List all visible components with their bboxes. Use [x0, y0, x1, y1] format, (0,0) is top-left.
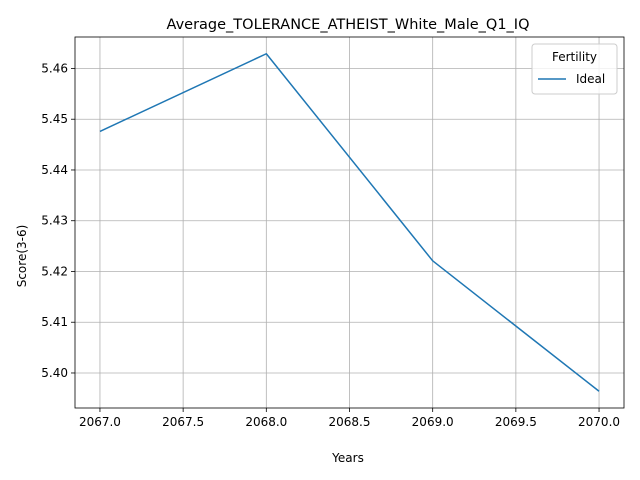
chart-title: Average_TOLERANCE_ATHEIST_White_Male_Q1_… — [167, 17, 530, 33]
ticks: 2067.0 2067.5 2068.0 2068.5 2069.0 2069.5 2070… — [41, 61, 620, 429]
y-tick-label: 5.43 — [41, 214, 68, 228]
y-tick-label: 5.42 — [41, 264, 68, 278]
y-tick-label: 5.45 — [41, 112, 68, 126]
series-line-ideal — [99, 53, 600, 392]
y-tick-label: 5.46 — [41, 61, 68, 75]
x-tick-label: 2068.5 — [329, 415, 371, 429]
x-tick-label: 2067.0 — [79, 415, 121, 429]
legend: Fertility Ideal — [531, 43, 618, 95]
x-tick-label: 2068.0 — [245, 415, 287, 429]
x-tick-label: 2069.0 — [412, 415, 454, 429]
grid — [75, 37, 624, 408]
y-tick-label: 5.41 — [41, 315, 68, 329]
x-tick-label: 2069.5 — [495, 415, 537, 429]
legend-label-ideal: Ideal — [576, 72, 605, 86]
y-tick-label: 5.40 — [41, 366, 68, 380]
x-tick-label: 2067.5 — [162, 415, 204, 429]
legend-title: Fertility — [552, 50, 597, 64]
legend-box — [531, 43, 618, 95]
y-axis-label: Score(3-6) — [15, 225, 29, 288]
series-group — [99, 53, 600, 392]
y-tick-label: 5.44 — [41, 163, 68, 177]
x-tick-label: 2070.0 — [578, 415, 620, 429]
x-axis-label: Years — [331, 451, 364, 465]
